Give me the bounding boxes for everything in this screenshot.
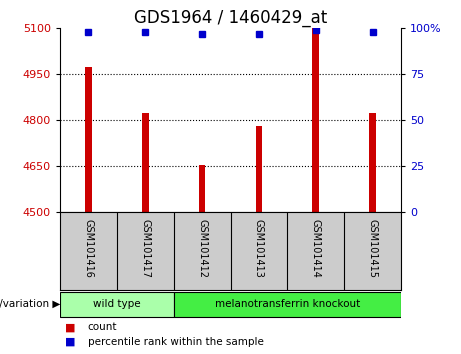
FancyBboxPatch shape bbox=[174, 292, 401, 317]
FancyBboxPatch shape bbox=[60, 292, 174, 317]
Text: GSM101413: GSM101413 bbox=[254, 219, 264, 278]
Text: GSM101415: GSM101415 bbox=[367, 219, 378, 278]
Bar bbox=[85, 67, 92, 212]
Text: ■: ■ bbox=[65, 322, 75, 332]
Text: melanotransferrin knockout: melanotransferrin knockout bbox=[215, 299, 360, 309]
Text: ■: ■ bbox=[65, 337, 75, 347]
Bar bbox=[199, 165, 206, 212]
Bar bbox=[142, 113, 148, 212]
Text: wild type: wild type bbox=[93, 299, 141, 309]
Title: GDS1964 / 1460429_at: GDS1964 / 1460429_at bbox=[134, 9, 327, 27]
Text: count: count bbox=[88, 322, 117, 332]
Bar bbox=[255, 126, 262, 212]
Text: GSM101414: GSM101414 bbox=[311, 219, 321, 278]
Bar bbox=[369, 113, 376, 212]
Text: GSM101416: GSM101416 bbox=[83, 219, 94, 278]
Text: GSM101417: GSM101417 bbox=[140, 219, 150, 278]
Bar bbox=[313, 28, 319, 212]
Text: GSM101412: GSM101412 bbox=[197, 219, 207, 278]
Text: genotype/variation ▶: genotype/variation ▶ bbox=[0, 299, 60, 309]
Text: percentile rank within the sample: percentile rank within the sample bbox=[88, 337, 264, 347]
